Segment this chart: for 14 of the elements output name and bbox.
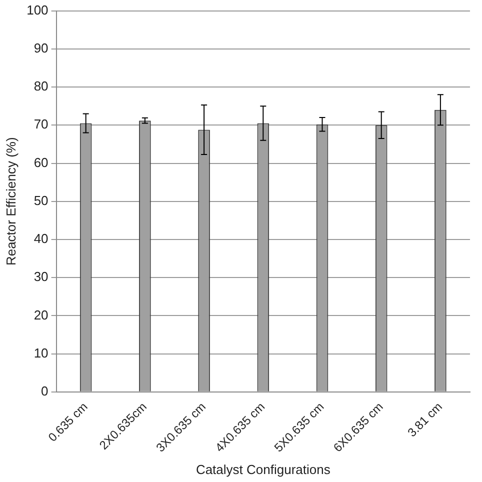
- y-tick-label: 100: [26, 2, 48, 18]
- y-tick-label: 40: [34, 231, 48, 246]
- y-tick-label: 60: [34, 154, 48, 170]
- x-axis-title: Catalyst Configurations: [196, 462, 331, 477]
- y-tick-label: 90: [34, 40, 48, 56]
- y-tick-label: 10: [34, 345, 48, 360]
- y-axis-title: Reactor Efficiency (%): [3, 137, 18, 266]
- x-tick-label: 3.81 cm: [404, 400, 445, 440]
- y-tick-label: 0: [41, 384, 48, 399]
- y-tick-label: 50: [34, 192, 48, 208]
- y-tick-label: 70: [34, 116, 48, 132]
- y-tick-label: 30: [34, 269, 48, 284]
- y-tick-label: 20: [34, 307, 48, 322]
- y-tick-label: 80: [34, 78, 48, 94]
